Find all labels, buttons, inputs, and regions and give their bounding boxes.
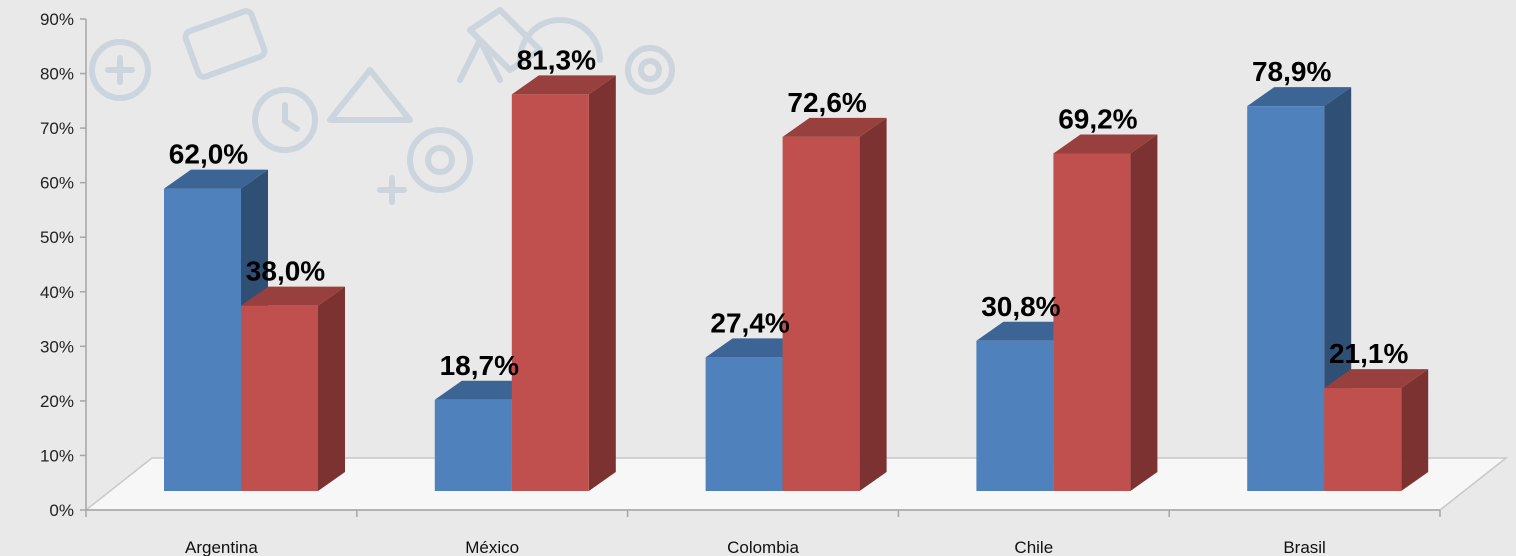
bar-front <box>782 136 860 491</box>
bar-front <box>1247 106 1325 491</box>
data-labels: 62,0% 38,0% 18,7% 81,3% 27,4% 72,6% 30,8% 69,2%… <box>169 44 1409 380</box>
bar-side <box>318 286 345 491</box>
bar-2-1 <box>511 75 616 491</box>
bars <box>164 75 1429 492</box>
bar-side <box>588 75 616 491</box>
y-tick-label: 30% <box>40 337 74 356</box>
x-category-label: Argentina <box>185 538 258 556</box>
bar-front <box>1053 153 1131 492</box>
data-label-2-2: 72,6% <box>787 87 866 118</box>
data-label-2-1: 81,3% <box>517 44 596 75</box>
bar-2-0 <box>241 286 345 491</box>
y-tick-label: 90% <box>40 10 74 29</box>
y-tick-label: 70% <box>40 119 74 138</box>
x-category-label: Chile <box>1014 538 1053 556</box>
bar-top <box>782 117 887 137</box>
bar-front <box>164 188 241 492</box>
bar-side <box>1130 134 1158 492</box>
bar-front <box>976 340 1054 491</box>
y-tick-label: 20% <box>40 392 74 411</box>
data-label-1-2: 27,4% <box>710 307 789 338</box>
data-label-1-1: 18,7% <box>440 350 519 381</box>
bar-front <box>241 305 318 491</box>
background-decoration <box>89 7 675 205</box>
bar-front <box>511 94 589 491</box>
bar-top <box>511 75 616 95</box>
bar-front <box>705 357 783 491</box>
bar-2-4 <box>1324 369 1429 491</box>
y-tick-label: 40% <box>40 283 74 302</box>
y-tick-label: 80% <box>40 65 74 84</box>
data-label-1-0: 62,0% <box>169 139 248 170</box>
data-label-1-3: 30,8% <box>981 291 1060 322</box>
bar-top <box>241 286 345 306</box>
bar-2-3 <box>1053 134 1158 492</box>
y-tick-label: 60% <box>40 174 74 193</box>
data-label-1-4: 78,9% <box>1252 56 1331 87</box>
y-axis: 0% 10% 20% 30% 40% 50% 60% 70% 80% 90% <box>40 10 87 520</box>
x-category-label: Brasil <box>1283 538 1326 556</box>
bar-side <box>1401 369 1429 491</box>
x-category-label: México <box>465 538 519 556</box>
data-label-2-4: 21,1% <box>1329 338 1408 369</box>
x-category-label: Colombia <box>727 538 799 556</box>
bar-front <box>1324 388 1402 491</box>
bar-2-2 <box>782 117 887 491</box>
y-tick-label: 0% <box>49 501 74 520</box>
data-label-2-0: 38,0% <box>246 256 325 287</box>
bar-side <box>859 117 887 491</box>
bar-top <box>1053 134 1158 154</box>
bar-top <box>1247 87 1352 107</box>
bar-top <box>164 169 268 189</box>
y-tick-label: 10% <box>40 446 74 465</box>
y-tick-label: 50% <box>40 228 74 247</box>
data-label-2-3: 69,2% <box>1058 103 1137 134</box>
bar-front <box>434 399 512 491</box>
x-axis: Argentina México Colombia Chile Brasil <box>85 509 1441 556</box>
bar-top <box>1324 369 1429 389</box>
